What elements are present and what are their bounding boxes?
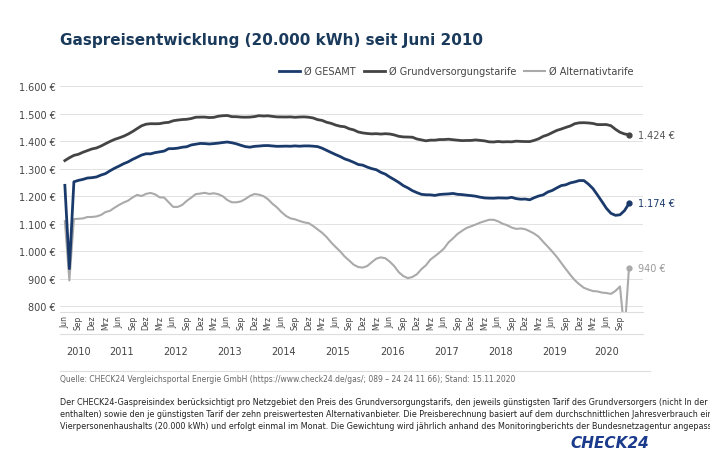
Text: Gaspreisentwicklung (20.000 kWh) seit Juni 2010: Gaspreisentwicklung (20.000 kWh) seit Ju… bbox=[60, 33, 484, 48]
Text: Quelle: CHECK24 Vergleichsportal Energie GmbH (https://www.check24.de/gas/; 089 : Quelle: CHECK24 Vergleichsportal Energie… bbox=[60, 374, 515, 383]
Text: 2012: 2012 bbox=[163, 347, 188, 357]
Text: 2019: 2019 bbox=[542, 347, 567, 357]
Text: 2013: 2013 bbox=[217, 347, 242, 357]
Text: 2014: 2014 bbox=[271, 347, 296, 357]
Text: Der CHECK24-Gaspreisindex berücksichtigt pro Netzgebiet den Preis des Grundverso: Der CHECK24-Gaspreisindex berücksichtigt… bbox=[60, 397, 710, 430]
Text: 2015: 2015 bbox=[326, 347, 350, 357]
Legend: Ø GESAMT, Ø Grundversorgungstarife, Ø Alternativtarife: Ø GESAMT, Ø Grundversorgungstarife, Ø Al… bbox=[275, 63, 638, 81]
Text: 2011: 2011 bbox=[109, 347, 133, 357]
Text: 2017: 2017 bbox=[434, 347, 459, 357]
Text: CHECK24: CHECK24 bbox=[571, 435, 650, 450]
Text: 2020: 2020 bbox=[594, 347, 619, 357]
Text: 940 €: 940 € bbox=[638, 263, 666, 273]
Text: 2016: 2016 bbox=[380, 347, 405, 357]
Text: 2018: 2018 bbox=[488, 347, 513, 357]
Text: 1.424 €: 1.424 € bbox=[638, 130, 675, 140]
Text: 2010: 2010 bbox=[66, 347, 91, 357]
Text: 1.174 €: 1.174 € bbox=[638, 199, 675, 209]
